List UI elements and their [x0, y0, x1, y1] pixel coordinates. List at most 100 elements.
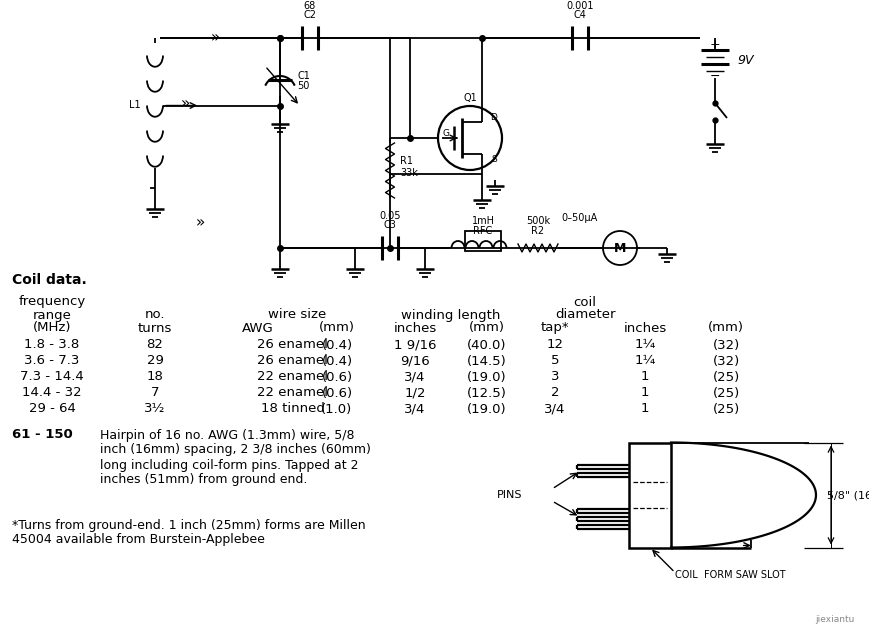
- Text: 22 enamel: 22 enamel: [257, 386, 328, 399]
- Text: 68: 68: [304, 1, 316, 11]
- Text: 1¼: 1¼: [634, 338, 655, 352]
- Text: winding length: winding length: [401, 308, 501, 322]
- Text: 29: 29: [147, 354, 163, 367]
- Text: 29 - 64: 29 - 64: [29, 403, 76, 416]
- Text: PINS: PINS: [496, 490, 522, 500]
- Text: frequency: frequency: [18, 296, 86, 308]
- Text: 3: 3: [551, 371, 560, 384]
- Bar: [465, 231, 501, 251]
- Text: 500k: 500k: [526, 216, 550, 226]
- Text: 9V: 9V: [737, 53, 753, 67]
- Text: 61 - 150: 61 - 150: [12, 428, 73, 441]
- Text: (25): (25): [713, 403, 740, 416]
- Text: 22 enamel: 22 enamel: [257, 371, 328, 384]
- Text: 0.001: 0.001: [567, 1, 594, 11]
- Text: 5/8" (16mm): 5/8" (16mm): [827, 490, 869, 500]
- Text: 26 enamel: 26 enamel: [257, 354, 328, 367]
- Text: turns: turns: [138, 322, 172, 335]
- Text: −: −: [710, 70, 720, 82]
- Text: 5: 5: [551, 354, 560, 367]
- Text: 3/4: 3/4: [404, 371, 426, 384]
- Text: (1.0): (1.0): [322, 403, 353, 416]
- Text: 9/16: 9/16: [400, 354, 430, 367]
- Text: (14.5): (14.5): [468, 354, 507, 367]
- Text: inches: inches: [394, 322, 436, 335]
- Text: 1: 1: [640, 403, 649, 416]
- Text: no.: no.: [145, 308, 165, 322]
- Text: +: +: [710, 38, 720, 50]
- Text: 7: 7: [150, 386, 159, 399]
- Text: 1: 1: [640, 371, 649, 384]
- Text: C3: C3: [383, 220, 396, 230]
- Text: 18: 18: [147, 371, 163, 384]
- Bar: [629, 443, 671, 548]
- Text: (12.5): (12.5): [467, 386, 507, 399]
- Text: (mm): (mm): [708, 322, 744, 335]
- Text: 1: 1: [640, 386, 649, 399]
- Text: (25): (25): [713, 371, 740, 384]
- Text: (mm): (mm): [319, 322, 355, 335]
- Text: 1/2: 1/2: [404, 386, 426, 399]
- Text: 12: 12: [547, 338, 563, 352]
- Text: R1: R1: [400, 156, 413, 166]
- Text: AWG: AWG: [242, 322, 274, 335]
- Text: 82: 82: [147, 338, 163, 352]
- Text: *Turns from ground-end. 1 inch (25mm) forms are Millen: *Turns from ground-end. 1 inch (25mm) fo…: [12, 519, 366, 533]
- Text: 18 tinned: 18 tinned: [261, 403, 324, 416]
- Text: COIL  FORM SAW SLOT: COIL FORM SAW SLOT: [674, 570, 786, 580]
- Text: G: G: [442, 129, 449, 139]
- Text: (32): (32): [713, 338, 740, 352]
- Text: (32): (32): [713, 354, 740, 367]
- Text: (0.4): (0.4): [322, 338, 353, 352]
- Text: inches (51mm) from ground end.: inches (51mm) from ground end.: [100, 474, 308, 487]
- Text: Hairpin of 16 no. AWG (1.3mm) wire, 5/8: Hairpin of 16 no. AWG (1.3mm) wire, 5/8: [100, 428, 355, 441]
- Text: C4: C4: [574, 10, 587, 20]
- Text: 0.05: 0.05: [379, 211, 401, 221]
- Text: 1.8 - 3.8: 1.8 - 3.8: [24, 338, 80, 352]
- Text: »: »: [196, 215, 204, 230]
- Text: RFC: RFC: [474, 226, 493, 236]
- Text: coil: coil: [574, 296, 596, 308]
- Text: 33k: 33k: [400, 168, 418, 178]
- Text: 3/4: 3/4: [404, 403, 426, 416]
- Text: 1mH: 1mH: [472, 216, 494, 226]
- Text: 2: 2: [551, 386, 560, 399]
- Text: (0.6): (0.6): [322, 371, 353, 384]
- Text: 50: 50: [297, 81, 309, 91]
- Text: (25): (25): [713, 386, 740, 399]
- Text: (mm): (mm): [469, 322, 505, 335]
- Text: 14.4 - 32: 14.4 - 32: [23, 386, 82, 399]
- Text: jiexiantu: jiexiantu: [816, 615, 855, 624]
- Text: 26 enamel: 26 enamel: [257, 338, 328, 352]
- Text: S: S: [491, 156, 497, 165]
- Text: tap*: tap*: [541, 322, 569, 335]
- Text: inches: inches: [623, 322, 667, 335]
- Text: »: »: [181, 96, 189, 111]
- Text: D: D: [491, 114, 497, 122]
- Text: 7.3 - 14.4: 7.3 - 14.4: [20, 371, 84, 384]
- Text: long including coil-form pins. Tapped at 2: long including coil-form pins. Tapped at…: [100, 458, 359, 472]
- Text: (19.0): (19.0): [468, 371, 507, 384]
- Text: C1: C1: [297, 71, 310, 81]
- Text: (MHz): (MHz): [33, 322, 71, 335]
- Text: inch (16mm) spacing, 2 3/8 inches (60mm): inch (16mm) spacing, 2 3/8 inches (60mm): [100, 443, 371, 457]
- Text: 3½: 3½: [144, 403, 166, 416]
- Text: diameter: diameter: [554, 308, 615, 322]
- Text: (0.6): (0.6): [322, 386, 353, 399]
- Text: M: M: [614, 242, 627, 254]
- Text: 1¼: 1¼: [634, 354, 655, 367]
- Text: »: »: [210, 31, 220, 45]
- Text: range: range: [32, 308, 71, 322]
- Text: R2: R2: [532, 226, 545, 236]
- Text: Coil data.: Coil data.: [12, 273, 87, 287]
- Text: Q1: Q1: [463, 93, 477, 103]
- Text: 3/4: 3/4: [544, 403, 566, 416]
- Text: 1 9/16: 1 9/16: [394, 338, 436, 352]
- Text: 45004 available from Burstein-Applebee: 45004 available from Burstein-Applebee: [12, 533, 265, 546]
- Text: 0–50μA: 0–50μA: [561, 213, 597, 223]
- Text: (0.4): (0.4): [322, 354, 353, 367]
- Text: L1: L1: [129, 100, 141, 111]
- Text: 3.6 - 7.3: 3.6 - 7.3: [24, 354, 80, 367]
- Text: C2: C2: [303, 10, 316, 20]
- Text: wire size: wire size: [269, 308, 327, 322]
